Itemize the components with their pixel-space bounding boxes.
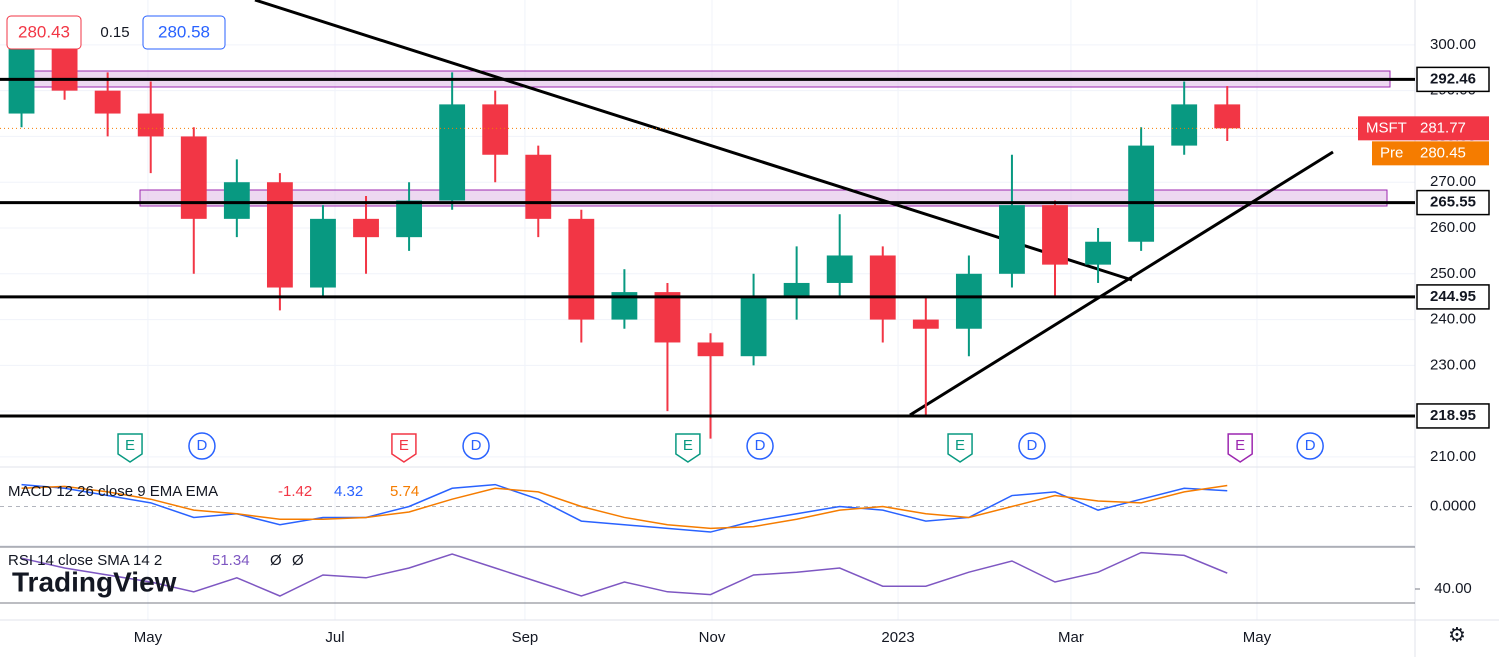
rsi-value: 51.34 [212, 552, 250, 569]
level-label: 292.46 [1430, 70, 1476, 87]
event-label: E [399, 437, 409, 454]
dividend-marker [1018, 432, 1046, 460]
logo: TradingView [12, 566, 177, 597]
y-tick-label: 210.00 [1430, 448, 1476, 465]
symbol-label-box [1358, 116, 1489, 141]
dividend-marker [462, 432, 490, 460]
macd-line [21, 484, 1228, 530]
candle-body [1128, 145, 1155, 242]
candle-body [180, 136, 207, 219]
earnings-marker [1227, 433, 1253, 463]
x-tick-label: Jul [325, 629, 344, 646]
candle-body [740, 296, 767, 357]
x-tick-label: May [1243, 629, 1272, 646]
rsi-extra: Ø [292, 552, 304, 569]
earnings-marker [117, 433, 143, 463]
trend-line [254, 0, 1133, 282]
candle-body [310, 218, 336, 288]
ask-box [142, 15, 226, 50]
macd-value: -1.42 [278, 483, 312, 500]
premarket-label-box [1372, 141, 1489, 166]
candle-body [955, 273, 982, 329]
candle-body [912, 319, 939, 329]
y-tick-label: 240.00 [1430, 311, 1476, 328]
candle-body [654, 292, 681, 343]
settings-icon[interactable]: ⚙ [1448, 624, 1466, 646]
event-label: E [1235, 437, 1245, 454]
premarket-name: Pre [1380, 144, 1403, 161]
spread: 0.15 [100, 24, 129, 41]
open-price: 280.43 [18, 22, 70, 41]
event-label: E [955, 437, 965, 454]
x-tick-label: Sep [512, 629, 539, 646]
candle-body [94, 90, 121, 114]
y-tick-label: 300.00 [1430, 36, 1476, 53]
y-tick-label: 270.00 [1430, 173, 1476, 190]
candle-body [137, 113, 164, 137]
macd-tick-label: 0.0000 [1430, 497, 1476, 514]
candle-body [1085, 241, 1111, 265]
candle-body [697, 342, 724, 357]
x-tick-label: Nov [699, 629, 726, 646]
event-label: D [471, 437, 482, 454]
ask-price: 280.58 [158, 22, 210, 41]
candle-body [223, 182, 250, 219]
y-tick-label: 260.00 [1430, 219, 1476, 236]
candle-body [783, 282, 810, 297]
rsi-title: RSI 14 close SMA 14 2 [8, 552, 162, 569]
y-tick-label: 230.00 [1430, 356, 1476, 373]
y-tick-label: 250.00 [1430, 265, 1476, 282]
candle-body [999, 205, 1025, 274]
earnings-marker [391, 433, 417, 463]
candle-body [51, 44, 78, 91]
macd-title: MACD 12 26 close 9 EMA EMA [8, 483, 218, 500]
event-label: D [1305, 437, 1316, 454]
rsi-tick-label: 40.00 [1434, 580, 1472, 597]
earnings-marker [947, 433, 973, 463]
candle-body [826, 255, 853, 283]
level-label-box [1416, 284, 1490, 310]
earnings-marker [675, 433, 701, 463]
candle-body [266, 182, 293, 288]
last-price-label: 281.77 [1420, 119, 1466, 136]
trend-line [909, 150, 1334, 417]
macd-line [21, 483, 1228, 533]
event-label: D [755, 437, 766, 454]
dividend-marker [188, 432, 216, 460]
level-label-box [1416, 66, 1490, 93]
x-tick-label: May [134, 629, 163, 646]
level-label: 244.95 [1430, 288, 1476, 305]
macd-value: 5.74 [390, 483, 419, 500]
event-label: E [125, 437, 135, 454]
level-label-box [1416, 403, 1490, 429]
level-label: 218.95 [1430, 407, 1476, 424]
x-tick-label: 2023 [881, 629, 914, 646]
rsi-extra: Ø [270, 552, 282, 569]
candle-body [482, 104, 509, 155]
candle-body [525, 154, 552, 219]
dividend-marker [746, 432, 774, 460]
event-label: E [683, 437, 693, 454]
candle-body [439, 104, 466, 201]
level-label-box [1416, 189, 1490, 216]
candle-body [1214, 104, 1241, 129]
candle-body [869, 255, 896, 320]
candle-body [396, 200, 423, 238]
macd-value: 4.32 [334, 483, 363, 500]
event-label: D [1027, 437, 1038, 454]
candle-body [1171, 104, 1198, 146]
symbol-label: MSFT [1366, 119, 1407, 136]
x-tick-label: Mar [1058, 629, 1084, 646]
dividend-marker [1296, 432, 1324, 460]
event-label: D [197, 437, 208, 454]
open-box [6, 15, 82, 50]
premarket-price: 280.45 [1420, 144, 1466, 161]
candle-body [1042, 205, 1068, 265]
rsi-line [21, 551, 1228, 597]
candle-body [568, 218, 595, 320]
level-label: 265.55 [1430, 194, 1476, 211]
candle-body [353, 218, 379, 238]
